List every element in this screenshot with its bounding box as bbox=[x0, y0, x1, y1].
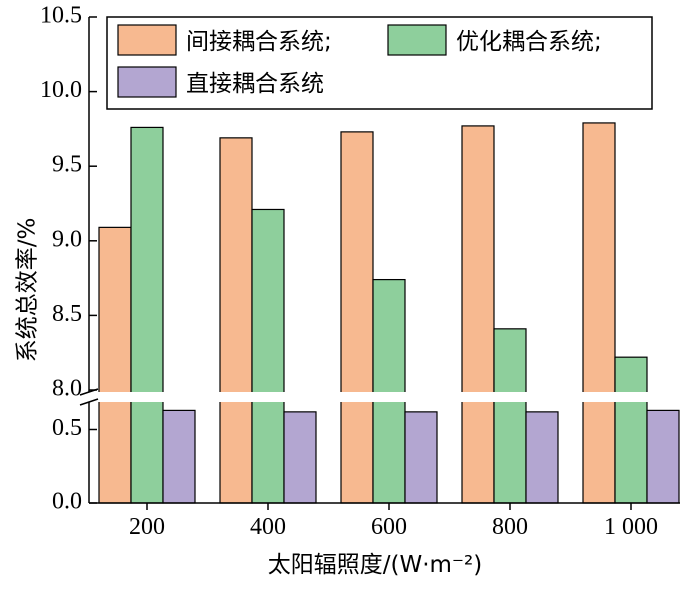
bar-direct-1000 bbox=[646, 409, 680, 504]
bar-indirect-1000 bbox=[582, 122, 616, 504]
bar-indirect-600 bbox=[340, 131, 374, 504]
bar-optimized-400 bbox=[251, 208, 285, 504]
legend-label-optimized: 优化耦合系统; bbox=[456, 29, 602, 55]
x-axis-title: 太阳辐照度/(W·m⁻²) bbox=[268, 552, 483, 578]
bar-optimized-800 bbox=[493, 328, 527, 504]
y-axis-title: 系统总效率/% bbox=[15, 218, 41, 363]
y-tick-label: 0.5 bbox=[52, 415, 82, 441]
bar-direct-200 bbox=[162, 409, 196, 504]
bar-indirect-200 bbox=[98, 226, 132, 504]
bar-indirect-800 bbox=[461, 125, 495, 504]
y-tick-label: 10.5 bbox=[40, 3, 82, 29]
y-tick-label: 8.5 bbox=[52, 301, 82, 327]
legend-label-direct: 直接耦合系统 bbox=[186, 71, 324, 97]
ticks-layer: 0.0 0.5 8.0 8.5 9.0 9.5 10.0 10.5 200 400 600 800 1 … bbox=[40, 3, 658, 541]
axes-layer bbox=[79, 17, 680, 504]
bar-optimized-1000 bbox=[614, 356, 648, 504]
legend-swatch-optimized bbox=[387, 24, 447, 56]
legend: 间接耦合系统; 优化耦合系统; 直接耦合系统 bbox=[106, 16, 653, 110]
legend-swatch-indirect bbox=[117, 24, 177, 56]
bar-indirect-400 bbox=[219, 137, 253, 504]
bar-optimized-200 bbox=[130, 126, 164, 504]
y-tick-label: 9.0 bbox=[52, 226, 82, 252]
legend-swatch-direct bbox=[117, 66, 177, 98]
x-tick-label: 600 bbox=[371, 514, 407, 540]
bar-direct-400 bbox=[283, 411, 317, 504]
axis-break-gap bbox=[80, 392, 680, 402]
y-tick-label: 9.5 bbox=[52, 152, 82, 178]
y-tick-label: 8.0 bbox=[52, 376, 82, 402]
x-tick-label: 1 000 bbox=[604, 514, 658, 540]
legend-label-indirect: 间接耦合系统; bbox=[186, 29, 332, 55]
bar-optimized-600 bbox=[372, 278, 406, 504]
x-tick-label: 400 bbox=[250, 514, 286, 540]
bars-layer bbox=[98, 122, 680, 504]
bar-direct-600 bbox=[404, 411, 438, 504]
x-tick-label: 200 bbox=[129, 514, 165, 540]
axis-break-mark-lower bbox=[79, 398, 99, 406]
y-tick-label: 0.0 bbox=[52, 489, 82, 515]
bar-direct-800 bbox=[525, 411, 559, 504]
legend-frame bbox=[106, 16, 653, 110]
y-tick-label: 10.0 bbox=[40, 77, 82, 103]
x-tick-label: 800 bbox=[492, 514, 528, 540]
